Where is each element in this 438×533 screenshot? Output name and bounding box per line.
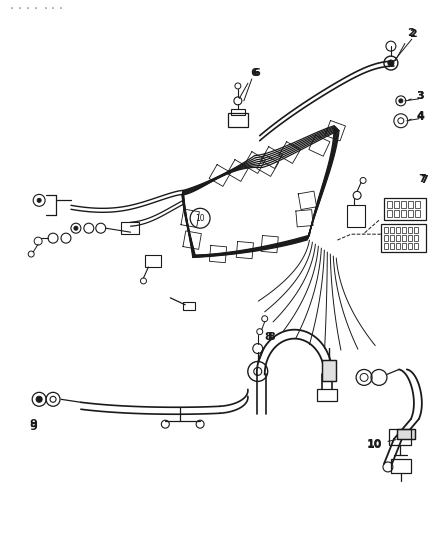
Bar bbox=[397, 429, 415, 439]
Bar bbox=[402, 243, 406, 249]
Bar bbox=[322, 360, 336, 382]
Bar bbox=[408, 235, 412, 241]
Text: ·: · bbox=[16, 4, 22, 14]
Bar bbox=[231, 109, 245, 115]
Bar bbox=[318, 389, 337, 401]
Bar bbox=[387, 201, 392, 208]
Bar bbox=[389, 429, 411, 445]
Bar bbox=[390, 235, 394, 241]
Circle shape bbox=[388, 60, 394, 66]
Bar bbox=[384, 243, 388, 249]
Text: 3: 3 bbox=[417, 91, 424, 101]
Bar bbox=[347, 205, 365, 227]
Text: 4: 4 bbox=[417, 112, 424, 122]
Circle shape bbox=[37, 198, 41, 203]
Bar bbox=[402, 227, 406, 233]
Bar bbox=[391, 459, 411, 473]
Text: ·: · bbox=[50, 4, 56, 14]
Bar bbox=[397, 429, 415, 439]
Bar bbox=[414, 227, 418, 233]
Bar bbox=[384, 227, 388, 233]
Text: 9: 9 bbox=[29, 422, 37, 432]
Text: 6: 6 bbox=[252, 68, 260, 78]
Bar bbox=[408, 201, 413, 208]
Circle shape bbox=[399, 99, 403, 103]
Bar bbox=[394, 201, 399, 208]
Text: ·: · bbox=[42, 4, 48, 14]
Text: 3: 3 bbox=[409, 91, 424, 101]
Bar bbox=[408, 227, 412, 233]
Text: 4: 4 bbox=[410, 111, 424, 121]
Text: ·: · bbox=[8, 4, 14, 14]
Bar bbox=[408, 243, 412, 249]
Text: ·: · bbox=[32, 4, 38, 14]
Bar bbox=[381, 224, 426, 252]
Bar bbox=[396, 227, 400, 233]
Bar bbox=[183, 302, 195, 310]
Bar bbox=[390, 243, 394, 249]
Circle shape bbox=[74, 226, 78, 230]
Bar bbox=[415, 201, 420, 208]
Text: 2: 2 bbox=[395, 28, 414, 61]
Text: 7: 7 bbox=[419, 174, 427, 184]
Bar bbox=[402, 235, 406, 241]
Text: 6: 6 bbox=[239, 68, 258, 99]
Text: 10: 10 bbox=[367, 440, 382, 450]
Text: 8: 8 bbox=[268, 332, 276, 342]
Bar bbox=[414, 235, 418, 241]
Bar bbox=[120, 222, 138, 234]
Circle shape bbox=[36, 397, 42, 402]
Text: 2: 2 bbox=[409, 29, 417, 39]
Bar bbox=[396, 235, 400, 241]
Bar bbox=[415, 211, 420, 217]
Bar bbox=[414, 243, 418, 249]
Bar bbox=[145, 255, 161, 267]
Bar bbox=[384, 198, 426, 220]
Bar bbox=[390, 227, 394, 233]
Bar bbox=[408, 211, 413, 217]
Bar bbox=[387, 211, 392, 217]
Text: 9: 9 bbox=[29, 419, 37, 429]
Text: 10: 10 bbox=[195, 214, 205, 223]
Text: 8: 8 bbox=[259, 332, 272, 362]
Bar bbox=[396, 243, 400, 249]
Bar bbox=[322, 360, 336, 382]
Bar bbox=[401, 201, 406, 208]
Bar bbox=[228, 113, 248, 127]
Bar bbox=[384, 235, 388, 241]
Bar bbox=[401, 211, 406, 217]
Text: ·: · bbox=[58, 4, 64, 14]
Text: 7: 7 bbox=[421, 175, 428, 185]
Text: ·: · bbox=[24, 4, 30, 14]
Bar bbox=[394, 211, 399, 217]
Text: 10: 10 bbox=[367, 439, 396, 449]
